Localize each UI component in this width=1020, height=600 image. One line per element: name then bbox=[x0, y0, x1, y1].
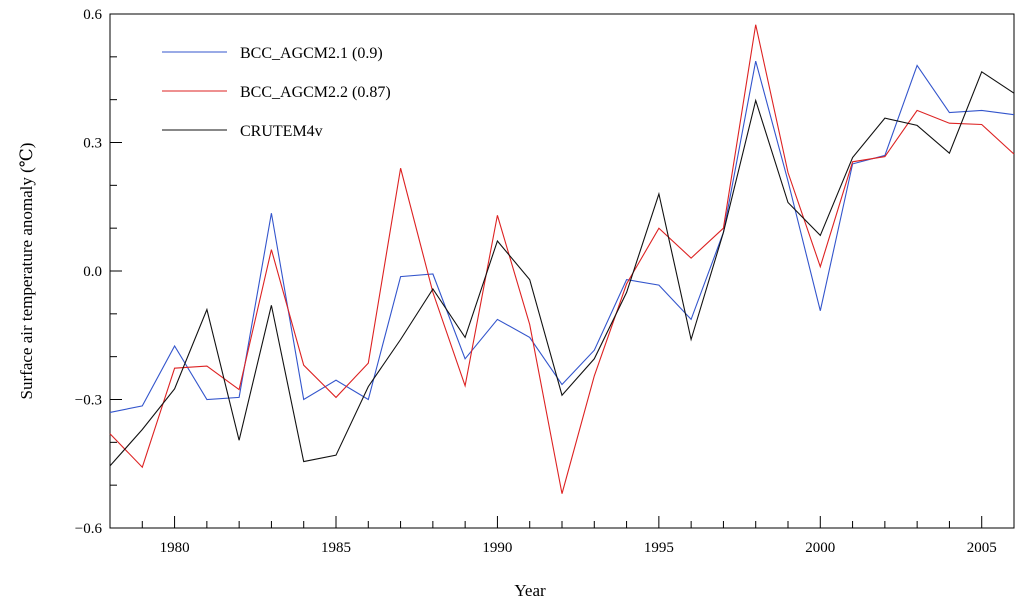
legend-label: CRUTEM4v bbox=[240, 123, 323, 140]
y-tick-label: 0.3 bbox=[83, 136, 102, 152]
x-tick-label: 2000 bbox=[805, 540, 835, 556]
y-axis-title: Surface air temperature anomaly (℃) bbox=[17, 143, 36, 400]
x-axis-title: Year bbox=[514, 581, 546, 600]
series-line-crutem4v bbox=[109, 70, 1015, 467]
x-tick-label: 2005 bbox=[967, 540, 997, 556]
legend-label: BCC_AGCM2.2 (0.87) bbox=[240, 84, 391, 101]
x-tick-label: 1985 bbox=[321, 540, 351, 556]
y-tick-label: −0.3 bbox=[75, 393, 102, 409]
y-tick-label: −0.6 bbox=[75, 521, 103, 537]
x-tick-label: 1990 bbox=[482, 540, 512, 556]
y-tick-label: 0.6 bbox=[83, 7, 102, 23]
x-tick-label: 1995 bbox=[644, 540, 674, 556]
y-tick-label: 0.0 bbox=[83, 264, 102, 280]
x-axis: 1980 1985 1990 1995 2000 2005 bbox=[109, 516, 1015, 556]
series-line-bcc-agcm2.2 bbox=[109, 24, 1015, 494]
legend: BCC_AGCM2.1 (0.9) BCC_AGCM2.2 (0.87) CRUTE… bbox=[162, 45, 391, 140]
series-line-bcc-agcm2.1 bbox=[109, 60, 1015, 413]
y-axis: −0.6 −0.3 0.0 0.3 0.6 bbox=[75, 7, 122, 537]
series-lines bbox=[109, 24, 1015, 494]
x-tick-label: 1980 bbox=[160, 540, 190, 556]
legend-label: BCC_AGCM2.1 (0.9) bbox=[240, 45, 383, 62]
